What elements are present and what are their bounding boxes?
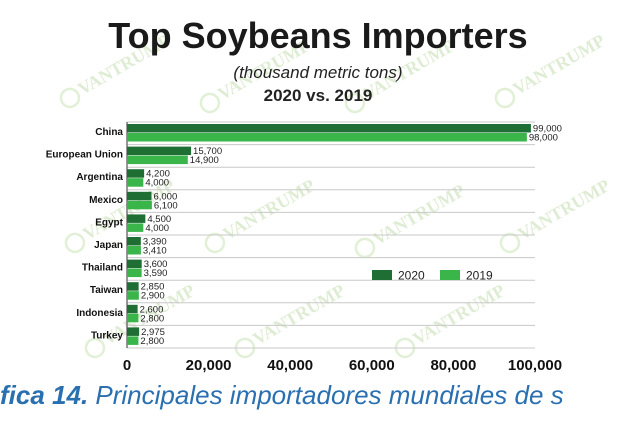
bar-2019 [127,200,152,210]
bar-value-label: 15,700 [193,146,222,157]
svg-text:VANTRUMP: VANTRUMP [249,280,348,349]
bar-value-label: 4,200 [146,169,170,180]
category-label: Taiwan [90,285,123,296]
bar-2019 [127,133,527,142]
figure-caption: fica 14. Principales importadores mundia… [0,380,634,420]
bar-2020 [127,169,145,178]
bar-value-label: 2,850 [141,282,165,293]
bar-2020 [127,214,146,223]
bar-2019 [127,268,142,278]
bar-2020 [127,259,142,269]
watermark-logo: VANTRUMP [354,180,468,259]
bar-value-label: 3,390 [143,237,167,248]
bar-2019 [127,223,144,232]
bar-2019 [127,178,144,187]
category-label: Egypt [95,217,123,228]
category-label: European Union [46,150,123,161]
bar-2020 [127,191,152,201]
caption-prefix: fica 14. [0,380,89,410]
x-tick-label: 0 [123,357,131,374]
bar-value-label: 99,000 [533,124,562,135]
bar-2019 [127,155,188,165]
bar-2020 [127,304,138,314]
bar-2020 [127,146,192,156]
watermark-logo: VANTRUMP [204,175,318,254]
svg-text:VANTRUMP: VANTRUMP [514,175,613,244]
bar-value-label: 2,800 [140,336,164,347]
bar-2019 [127,246,141,255]
caption-text: Principales importadores mundiales de s [88,380,564,410]
bar-value-label: 3,410 [143,246,167,257]
bar-2019 [127,336,139,345]
bar-value-label: 2,975 [141,327,165,338]
svg-text:VANTRUMP: VANTRUMP [219,175,318,244]
legend-swatch-2019 [440,270,460,280]
category-label: Mexico [89,195,123,206]
category-label: Argentina [76,172,123,183]
bar-2020 [127,327,140,336]
x-tick-label: 80,000 [430,357,476,374]
bar-value-label: 3,600 [144,259,168,270]
bar-value-label: 4,500 [147,214,171,225]
svg-text:VANTRUMP: VANTRUMP [369,180,468,249]
category-label: Turkey [91,330,123,341]
bar-2020 [127,237,141,246]
bar-value-label: 6,000 [153,191,177,202]
bar-value-label: 2,600 [140,304,164,315]
chart-subtitle: (thousand metric tons) [233,63,402,82]
bar-value-label: 2,800 [140,313,164,324]
bar-value-label: 3,590 [144,268,168,279]
category-label: Japan [94,240,123,251]
bar-value-label: 6,100 [154,200,178,211]
legend-label: 2020 [398,269,425,283]
bar-value-label: 4,000 [145,223,169,234]
category-label: Thailand [82,263,123,274]
bar-2019 [127,313,139,323]
bar-value-label: 4,000 [145,178,169,189]
bar-2020 [127,124,531,133]
x-tick-label: 20,000 [186,357,232,374]
legend-label: 2019 [466,269,493,283]
bar-value-label: 14,900 [190,155,219,166]
bar-2020 [127,282,139,291]
chart-subtitle-years: 2020 vs. 2019 [264,86,373,105]
category-label: Indonesia [76,308,123,319]
legend-swatch-2020 [372,270,392,280]
x-tick-label: 40,000 [267,357,313,374]
watermark-logo: VANTRUMP [499,175,613,254]
chart-title: Top Soybeans Importers [108,15,527,56]
x-tick-label: 100,000 [508,357,562,374]
bar-2019 [127,291,139,300]
category-label: China [95,127,123,138]
x-tick-label: 60,000 [349,357,395,374]
chart: VANTRUMP VANTRUMP VANTRUMP VANTRUMPVANTRUMP… [46,15,613,374]
bar-value-label: 2,900 [141,291,165,302]
bar-value-label: 98,000 [529,133,558,144]
svg-text:VANTRUMP: VANTRUMP [409,280,508,349]
